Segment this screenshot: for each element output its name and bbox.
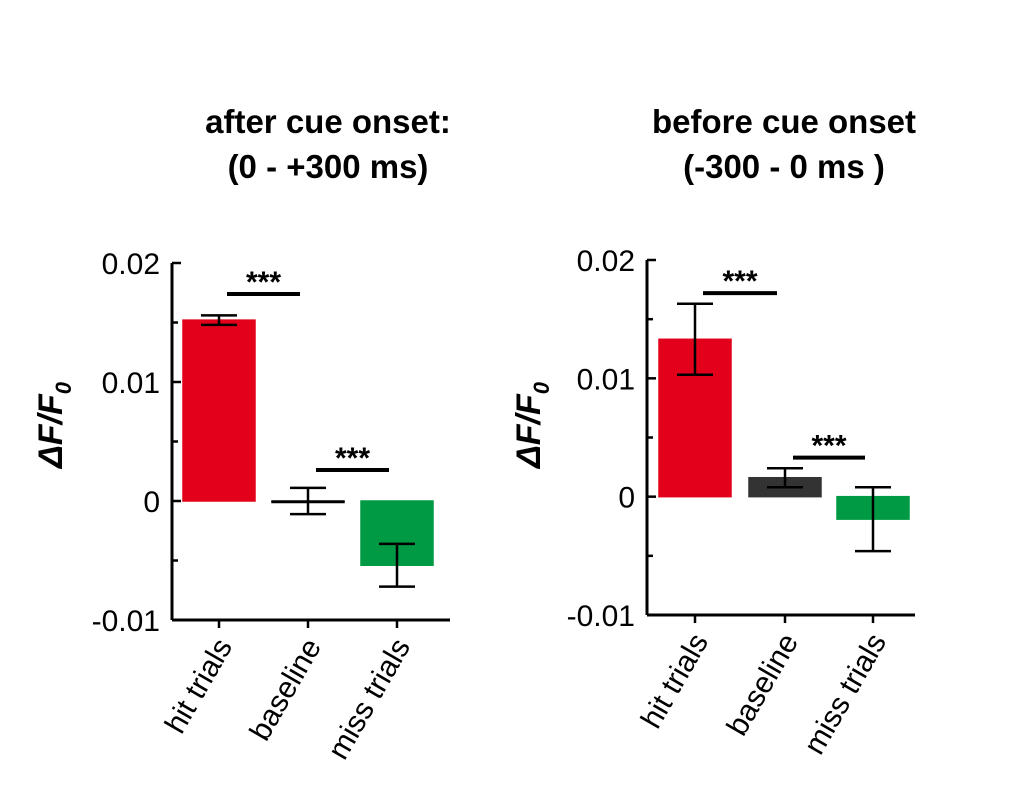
y-axis-label-subscript: 0	[51, 381, 76, 394]
y-tick-label: 0.02	[102, 248, 160, 281]
y-axis-label-subscript: 0	[529, 381, 554, 394]
y-tick-label: 0.01	[577, 363, 635, 396]
panel-1: after cue onset:(0 - +300 ms)ΔF/F0-0.010…	[32, 103, 451, 765]
category-label-miss-trials: miss trials	[322, 633, 417, 765]
y-tick-label: 0	[618, 482, 635, 515]
y-axis-label: ΔF/F0	[32, 381, 76, 470]
error-bar-baseline	[290, 486, 326, 516]
bar-hit-trials	[182, 319, 256, 502]
significance-label-2: ***	[335, 442, 370, 475]
y-axis-label: ΔF/F0	[510, 381, 554, 470]
category-label-baseline: baseline	[721, 628, 805, 741]
y-tick-label: 0.01	[102, 367, 160, 400]
category-label-hit-trials: hit trials	[159, 633, 239, 739]
error-bar-hit-trials	[201, 314, 237, 327]
chart-title-line-1: before cue onset	[652, 103, 916, 140]
y-axis-label-main: ΔF/F	[510, 393, 548, 470]
chart-title-line-1: after cue onset:	[205, 103, 451, 140]
error-bar-miss-trials	[855, 485, 891, 553]
y-axis-label-main: ΔF/F	[32, 393, 70, 470]
category-label-baseline: baseline	[244, 633, 328, 746]
panel-2: before cue onset(-300 - 0 ms )ΔF/F0-0.01…	[510, 103, 916, 760]
y-tick-label: 0	[143, 486, 160, 519]
error-bar-baseline	[767, 467, 803, 489]
category-label-miss-trials: miss trials	[798, 628, 893, 760]
significance-label-2: ***	[811, 430, 846, 463]
significance-label-1: ***	[246, 266, 281, 299]
y-tick-label: -0.01	[567, 600, 635, 633]
significance-label-1: ***	[722, 265, 757, 298]
category-label-hit-trials: hit trials	[635, 628, 715, 734]
chart-title-line-2: (0 - +300 ms)	[228, 148, 429, 185]
error-bar-miss-trials	[379, 542, 415, 588]
y-tick-label: -0.01	[92, 605, 160, 638]
error-bar-hit-trials	[677, 302, 713, 377]
chart-title-line-2: (-300 - 0 ms )	[683, 148, 885, 185]
y-tick-label: 0.02	[577, 245, 635, 278]
